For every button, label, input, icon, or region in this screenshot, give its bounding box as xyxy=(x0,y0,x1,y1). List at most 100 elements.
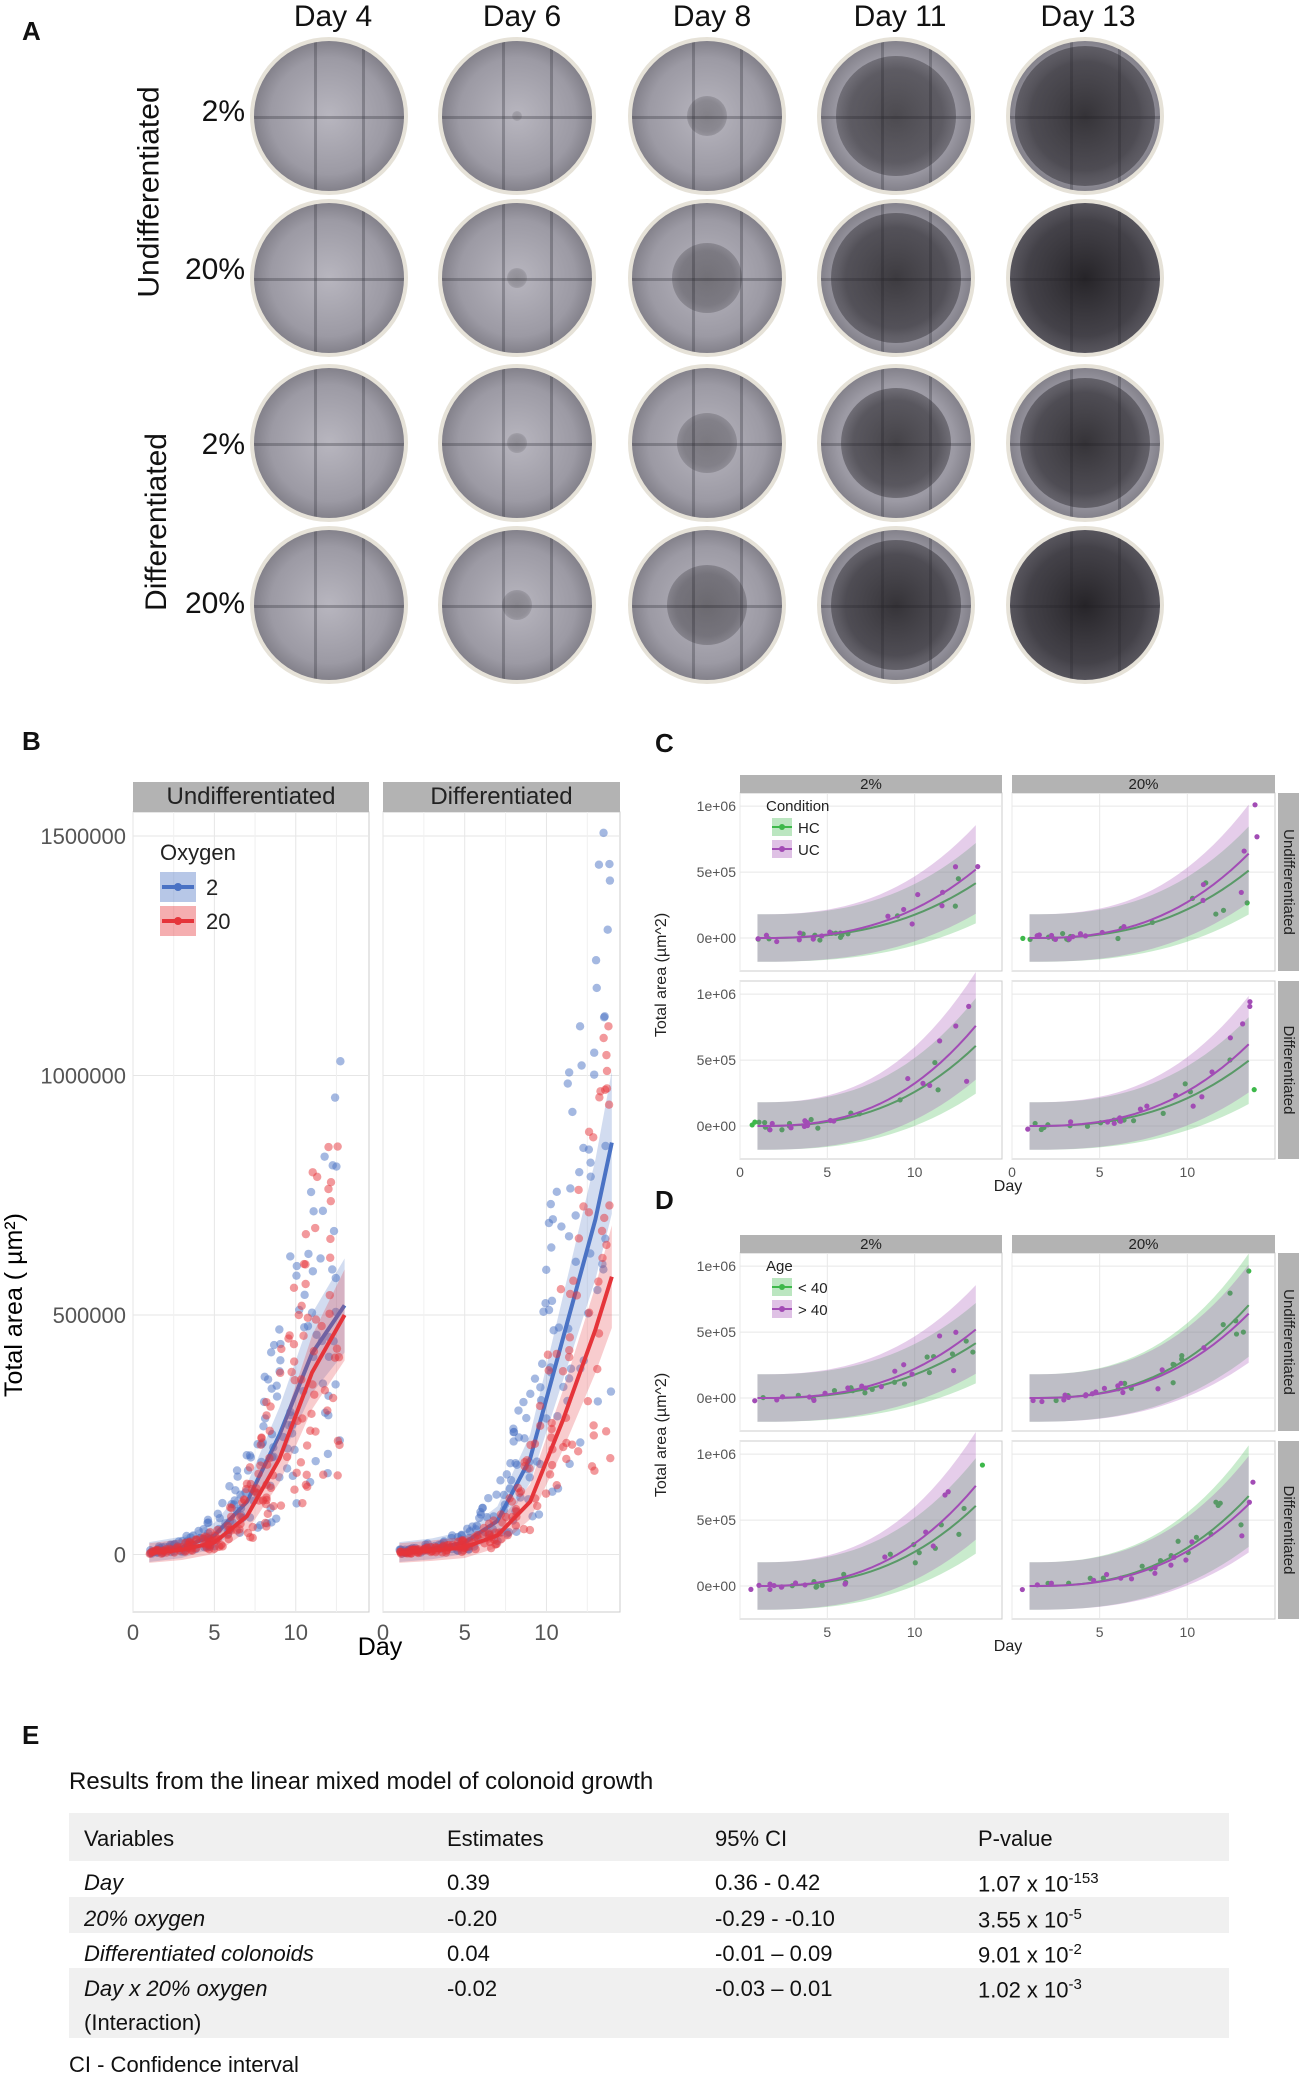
chart-b-point xyxy=(309,1207,318,1216)
chart-c-point xyxy=(952,864,959,870)
chart-b-point xyxy=(507,1497,517,1506)
chart-b-point xyxy=(599,1265,608,1274)
chart-d-point xyxy=(1233,1318,1239,1324)
chart-b-legend-label: 2 xyxy=(206,875,218,900)
chart-b-point xyxy=(299,1331,308,1340)
chart-d-point xyxy=(822,1390,828,1396)
chart-b-ribbon xyxy=(149,1269,345,1563)
chart-b-point xyxy=(542,1265,551,1275)
chart-d-point xyxy=(942,1492,948,1498)
chart-b-facet-panel xyxy=(132,811,370,1613)
chart-b-point xyxy=(324,1142,333,1152)
chart-b-point xyxy=(263,1509,272,1519)
chart-c-ytick: 5e+05 xyxy=(697,1052,737,1068)
chart-b-point xyxy=(319,1470,328,1479)
chart-d-point xyxy=(891,1379,898,1385)
chart-b-point xyxy=(262,1522,271,1531)
colonoid-dish xyxy=(438,526,596,684)
chart-c-point xyxy=(788,1125,794,1131)
chart-b-ytick: 1000000 xyxy=(40,1063,126,1088)
chart-c-xlabel: Day xyxy=(994,1178,1022,1195)
chart-c-legend-label: HC xyxy=(798,820,820,837)
chart-b-point xyxy=(332,1344,342,1353)
chart-d-point xyxy=(802,1582,808,1588)
chart-d-xtick: 10 xyxy=(1180,1624,1196,1640)
chart-c-point xyxy=(1209,1069,1215,1075)
chart-d-point xyxy=(1091,1577,1097,1583)
chart-c-ribbon xyxy=(1029,1017,1249,1150)
chart-c-ytick: 5e+05 xyxy=(697,864,737,880)
chart-b-xtick: 5 xyxy=(208,1620,220,1645)
chart-d-point xyxy=(1246,1268,1252,1274)
chart-b-point xyxy=(498,1518,507,1527)
chart-c-point xyxy=(801,1123,807,1130)
chart-b-point xyxy=(584,1145,594,1154)
chart-c-xtick: 0 xyxy=(736,1164,744,1180)
chart-c-point xyxy=(1144,1103,1150,1109)
chart-b-point xyxy=(254,1469,263,1478)
chart-b-ylabel: Total area ( µm²) xyxy=(0,1213,28,1397)
chart-b-point xyxy=(564,1068,574,1077)
table-cell-variable: 20% oxygen xyxy=(84,1906,206,1931)
chart-d-point xyxy=(912,1560,918,1566)
chart-d-ribbon xyxy=(1029,1445,1249,1610)
chart-b-point xyxy=(553,1412,562,1421)
chart-b-point xyxy=(589,1070,599,1079)
chart-d-point xyxy=(1103,1571,1110,1578)
chart-c-point xyxy=(1220,907,1227,913)
colonoid-dish xyxy=(1006,199,1164,357)
chart-c-ytick: 1e+06 xyxy=(697,798,737,814)
chart-b: 0 500000 1000000 1500000 0 5 10 Undifferentiate… xyxy=(0,782,621,1661)
chart-c-point xyxy=(1213,911,1219,917)
chart-b-point xyxy=(552,1187,561,1197)
chart-b-point xyxy=(312,1330,321,1339)
chart-b-point xyxy=(556,1284,566,1294)
pvalue-exponent: -5 xyxy=(1068,1906,1082,1923)
chart-b-point xyxy=(512,1527,521,1536)
group-label-undifferentiated: Undifferentiated xyxy=(132,86,166,298)
chart-c-point xyxy=(1025,1126,1031,1132)
chart-b-point xyxy=(297,1375,306,1384)
chart-d-legend-label: > 40 xyxy=(798,1302,828,1319)
chart-b-point xyxy=(605,876,615,885)
chart-c-point xyxy=(1118,1118,1124,1124)
chart-b-point xyxy=(511,1521,521,1530)
chart-b-point xyxy=(300,1290,309,1300)
oxygen-label-row3: 2% xyxy=(201,428,245,461)
colonoid-dish xyxy=(438,199,596,357)
chart-d-row-strip-label: Differentiated xyxy=(1280,1486,1297,1575)
chart-b-point xyxy=(320,1152,329,1161)
chart-b-point xyxy=(306,1187,316,1197)
chart-c-point xyxy=(1060,930,1066,937)
table-title: Results from the linear mixed model of c… xyxy=(69,1768,654,1795)
chart-d-point xyxy=(878,1384,884,1390)
chart-b-point xyxy=(509,1424,518,1433)
chart-b-point xyxy=(239,1495,249,1504)
chart-d-point xyxy=(1139,1563,1145,1569)
chart-c-point xyxy=(915,891,921,898)
chart-c-point xyxy=(1190,1103,1196,1109)
chart-d-fit-line xyxy=(1029,1503,1250,1588)
chart-b-point xyxy=(598,1253,607,1263)
chart-c-point xyxy=(1238,889,1244,896)
chart-b-point xyxy=(526,1389,535,1399)
chart-c-point xyxy=(1032,1120,1038,1127)
table-cell-pvalue: 9.01 x 10-2 xyxy=(978,1941,1082,1968)
chart-b-point xyxy=(311,1315,321,1324)
chart-b-point xyxy=(596,1087,605,1096)
chart-b-point xyxy=(574,1185,583,1195)
chart-b-point xyxy=(606,1387,616,1396)
chart-b-strip-label: Differentiated xyxy=(430,783,572,810)
chart-b-point xyxy=(525,1525,535,1535)
chart-d-ylabel: Total area (µm^2) xyxy=(653,1373,670,1497)
table-cell-variable: Differentiated colonoids xyxy=(84,1941,314,1966)
chart-b-point xyxy=(318,1206,328,1216)
chart-d-point xyxy=(945,1489,951,1495)
chart-d-point xyxy=(1213,1499,1219,1505)
chart-b-point xyxy=(333,1471,342,1480)
chart-c-col-strip-label: 20% xyxy=(1128,776,1158,793)
chart-b-point xyxy=(476,1507,485,1517)
chart-d-point xyxy=(1227,1290,1233,1296)
chart-c-ribbon xyxy=(757,842,976,962)
chart-d-point xyxy=(1128,1576,1135,1582)
